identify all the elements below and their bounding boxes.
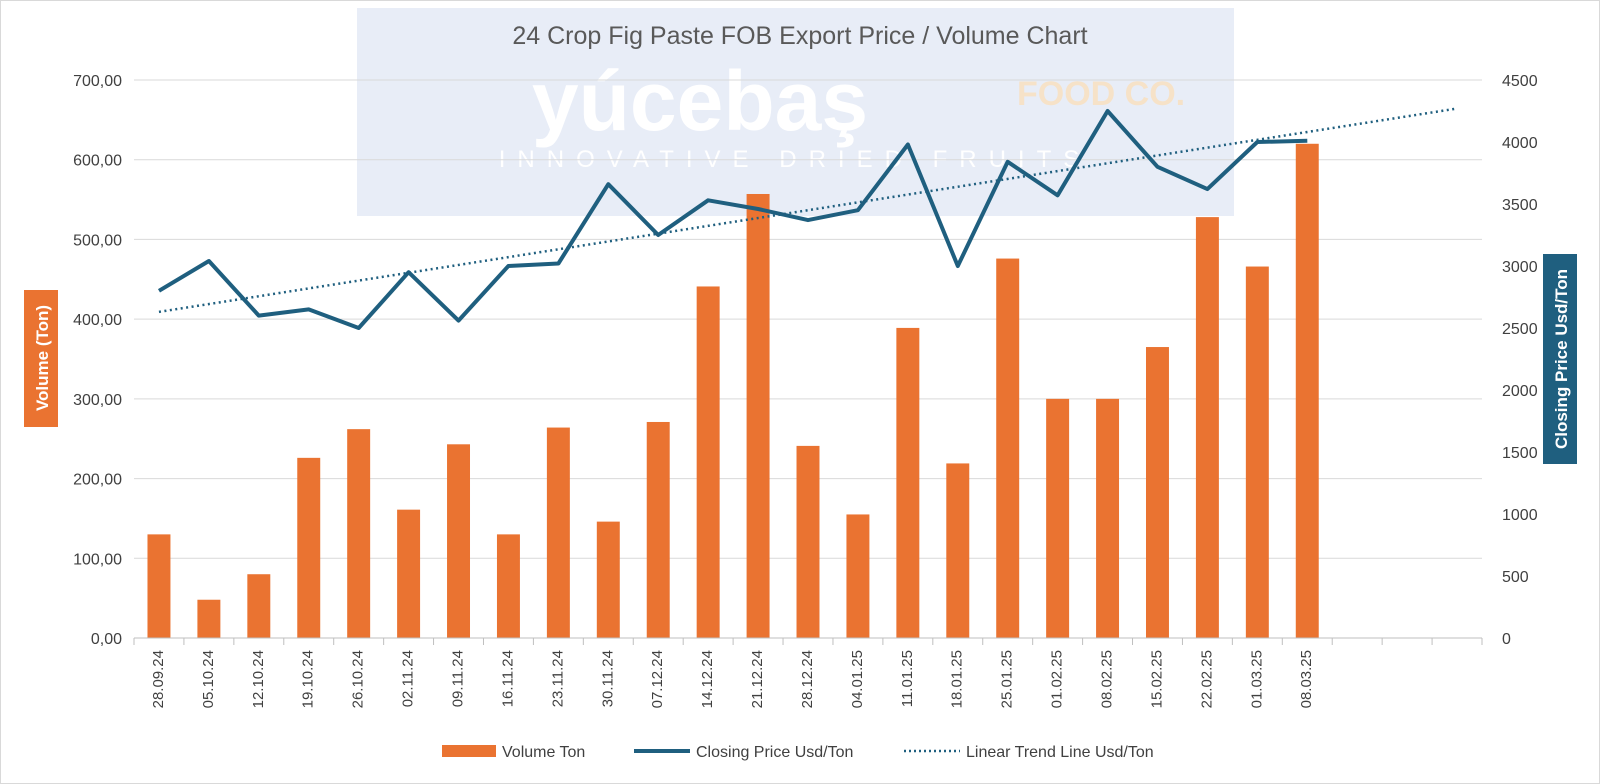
right-axis-title-bg	[1543, 254, 1577, 464]
x-axis-category-label: 23.11.24	[549, 650, 566, 707]
x-axis-category-label: 09.11.24	[449, 650, 466, 707]
right-axis-tick-label: 3000	[1502, 259, 1538, 276]
x-axis-category-label: 15.02.25	[1148, 650, 1165, 708]
volume-bar	[297, 457, 321, 638]
axes: 0,00 100,00 200,00 300,00 400,00 500,00 600,00…	[73, 73, 1538, 708]
x-axis-category-label: 19.10.24	[300, 650, 317, 708]
price-line-layer	[157, 109, 1308, 330]
volume-bar	[447, 444, 471, 638]
right-axis-tick-label: 4500	[1502, 73, 1538, 90]
x-axis-category-label: 02.11.24	[400, 650, 417, 707]
legend-label-volume: Volume Ton	[502, 744, 585, 761]
left-axis-tick-label: 600,00	[73, 153, 122, 170]
right-axis-tick-label: 500	[1502, 569, 1529, 586]
left-axis-tick-label: 0,00	[91, 631, 122, 648]
volume-bar	[946, 463, 970, 638]
volume-bar	[496, 534, 520, 638]
volume-bars	[147, 143, 1319, 638]
x-axis-category-label: 07.12.24	[649, 650, 666, 708]
trend-line-layer	[158, 107, 1458, 314]
x-axis-category-label: 25.01.25	[999, 650, 1016, 708]
right-axis-tick-label: 4000	[1502, 135, 1538, 152]
right-axis-tick-label: 1500	[1502, 445, 1538, 462]
volume-bar	[1096, 398, 1120, 638]
x-axis-category-label: 04.01.25	[849, 650, 866, 708]
x-axis-category-label: 22.02.25	[1198, 650, 1215, 708]
right-axis-title: Closing Price Usd/Ton	[1543, 254, 1577, 464]
x-axis-category-label: 12.10.24	[250, 650, 267, 708]
left-axis-tick-label: 700,00	[73, 73, 122, 90]
x-axis-category-label: 26.10.24	[350, 650, 367, 708]
x-axis-category-label: 21.12.24	[749, 650, 766, 708]
right-axis-title-text: Closing Price Usd/Ton	[1552, 269, 1571, 449]
right-axis-tick-label: 2500	[1502, 321, 1538, 338]
x-axis-category-label: 11.01.25	[899, 650, 916, 707]
volume-bar	[696, 286, 720, 638]
volume-bar	[397, 509, 421, 638]
volume-bar	[1145, 347, 1169, 638]
right-axis-tick-label: 0	[1502, 631, 1511, 648]
x-axis-category-label: 28.09.24	[150, 650, 167, 708]
volume-bar	[1245, 266, 1269, 638]
x-axis-category-label: 18.01.25	[949, 650, 966, 708]
volume-bar	[197, 599, 221, 638]
x-axis-category-label: 08.02.25	[1099, 650, 1116, 708]
trend-line	[158, 107, 1458, 314]
legend-item-trend-line: Linear Trend Line Usd/Ton	[904, 744, 1154, 761]
closing-price-line	[157, 109, 1308, 330]
x-axis-category-label: 16.11.24	[499, 650, 516, 707]
watermark-background	[357, 8, 1234, 216]
watermark-brand: yúcebaş	[532, 54, 868, 148]
legend-item-closing-price: Closing Price Usd/Ton	[634, 744, 853, 761]
legend: Volume Ton Closing Price Usd/Ton Linear …	[442, 744, 1154, 761]
x-axis-category-label: 30.11.24	[599, 650, 616, 707]
volume-bar	[746, 193, 770, 638]
x-axis-category-label: 28.12.24	[799, 650, 816, 708]
left-axis-tick-label: 200,00	[73, 472, 122, 489]
x-axis-category-label: 14.12.24	[699, 650, 716, 708]
legend-label-closing-price: Closing Price Usd/Ton	[696, 744, 853, 761]
right-axis-tick-label: 2000	[1502, 383, 1538, 400]
volume-bar	[546, 427, 570, 638]
left-axis-tick-label: 400,00	[73, 312, 122, 329]
volume-bar	[247, 574, 271, 638]
left-axis-tick-label: 300,00	[73, 392, 122, 409]
left-axis-tick-label: 100,00	[73, 551, 122, 568]
left-axis-title-text: Volume (Ton)	[33, 305, 52, 411]
volume-bar	[846, 514, 870, 638]
volume-bar	[1295, 143, 1319, 638]
volume-bar	[796, 445, 820, 638]
left-axis-title: Volume (Ton)	[24, 290, 58, 427]
volume-bar	[996, 258, 1020, 638]
chart-title: 24 Crop Fig Paste FOB Export Price / Vol…	[512, 22, 1087, 50]
right-axis-tick-label: 1000	[1502, 507, 1538, 524]
x-axis-category-label: 08.03.25	[1298, 650, 1315, 708]
volume-bar	[1046, 398, 1070, 638]
x-axis-category-label: 01.02.25	[1049, 650, 1066, 708]
left-axis-tick-label: 500,00	[73, 232, 122, 249]
legend-label-trend-line: Linear Trend Line Usd/Ton	[966, 744, 1154, 761]
legend-swatch-volume	[442, 745, 496, 757]
volume-bar	[347, 429, 371, 638]
volume-bar	[147, 534, 171, 638]
left-axis-title-bg	[24, 290, 58, 427]
right-axis-tick-label: 3500	[1502, 197, 1538, 214]
volume-bar	[646, 421, 670, 638]
volume-bar	[1195, 217, 1219, 638]
x-axis-category-label: 05.10.24	[200, 650, 217, 708]
x-axis-category-label: 01.03.25	[1248, 650, 1265, 708]
legend-item-volume: Volume Ton	[442, 744, 585, 761]
watermark-brand-suffix: FOOD CO.	[1017, 75, 1185, 113]
volume-bar	[596, 521, 620, 638]
volume-bar	[896, 327, 920, 638]
